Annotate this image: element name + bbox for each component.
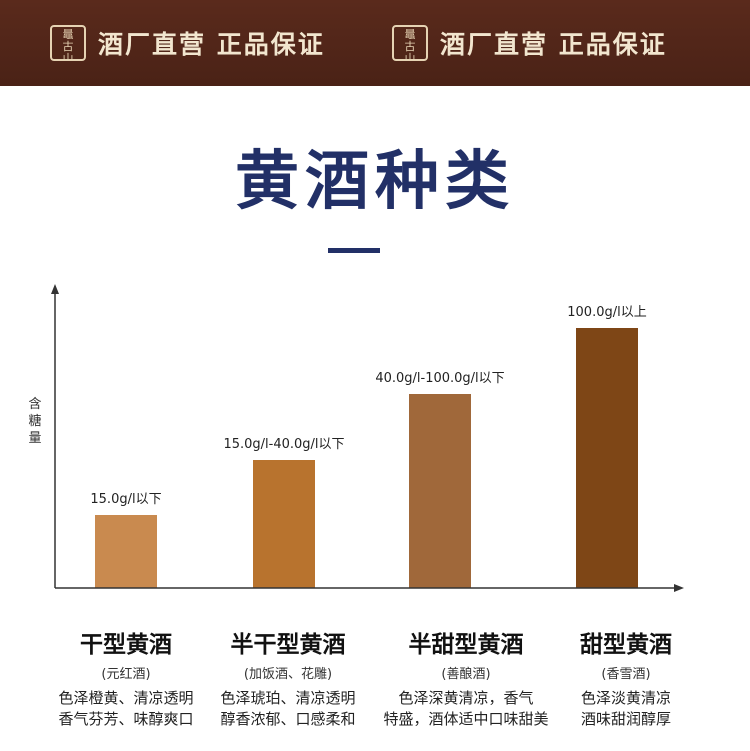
page-title: 黄酒种类 xyxy=(235,144,515,219)
banner-slogan: 酒厂直营 正品保证 xyxy=(98,30,325,59)
y-axis-label: 量 xyxy=(28,431,41,446)
banner-slogan: 酒厂直营 正品保证 xyxy=(440,30,667,59)
bar-3 xyxy=(409,394,471,588)
bar-1 xyxy=(95,515,157,588)
category-subtitle: (善酿酒) xyxy=(441,667,491,682)
bar-4 xyxy=(576,328,638,588)
banner-group-right: 鼂古 山越 酒厂直营 正品保证 xyxy=(392,0,667,86)
category-semi-sweet: 半甜型黄酒 (善酿酒) 色泽深黄清凉，香气 特盛，酒体适中口味甜美 xyxy=(381,625,551,730)
bar-data-label: 15.0g/l-40.0g/l以下 xyxy=(223,437,344,452)
category-subtitle: (香雪酒) xyxy=(601,667,651,682)
y-axis-label: 糖 xyxy=(28,413,41,429)
category-subtitle: (加饭酒、花雕) xyxy=(243,667,333,682)
banner-group-left: 鼂古 山越 酒厂直营 正品保证 xyxy=(50,0,325,86)
category-description: 色泽琥珀、清凉透明 醇香浓郁、口感柔和 xyxy=(220,689,356,728)
brand-logo: 鼂古 山越 xyxy=(392,25,428,61)
bar-2 xyxy=(253,460,315,588)
category-name: 半干型黄酒 xyxy=(230,632,346,658)
category-semi-dry: 半干型黄酒 (加饭酒、花雕) 色泽琥珀、清凉透明 醇香浓郁、口感柔和 xyxy=(203,625,373,730)
category-name: 半甜型黄酒 xyxy=(408,632,524,658)
y-axis-arrow xyxy=(51,284,59,294)
category-dry: 干型黄酒 (元红酒) 色泽橙黄、清凉透明 香气芬芳、味醇爽口 xyxy=(41,625,211,730)
bar-data-label: 15.0g/l以下 xyxy=(90,492,161,507)
sugar-content-chart: 15.0g/l以下 15.0g/l-40.0g/l以下 40.0g/l-100.0g… xyxy=(28,284,684,592)
y-axis-label: 含 xyxy=(28,396,41,412)
category-name: 甜型黄酒 xyxy=(580,632,672,658)
top-banner: 鼂古 山越 酒厂直营 正品保证 鼂古 山越 酒厂直营 正品保证 xyxy=(0,0,750,86)
category-description: 色泽淡黄清凉 酒味甜润醇厚 xyxy=(580,689,671,728)
category-name: 干型黄酒 xyxy=(80,632,172,658)
category-subtitle: (元红酒) xyxy=(101,667,151,682)
x-axis-arrow xyxy=(674,584,684,592)
title-underline xyxy=(328,248,380,253)
category-sweet: 甜型黄酒 (香雪酒) 色泽淡黄清凉 酒味甜润醇厚 xyxy=(541,625,711,730)
category-description: 色泽深黄清凉，香气 特盛，酒体适中口味甜美 xyxy=(383,689,549,728)
bar-data-label: 100.0g/l以上 xyxy=(567,305,646,320)
brand-logo: 鼂古 山越 xyxy=(50,25,86,61)
bar-data-label: 40.0g/l-100.0g/l以下 xyxy=(375,371,504,386)
category-description: 色泽橙黄、清凉透明 香气芬芳、味醇爽口 xyxy=(58,689,194,728)
